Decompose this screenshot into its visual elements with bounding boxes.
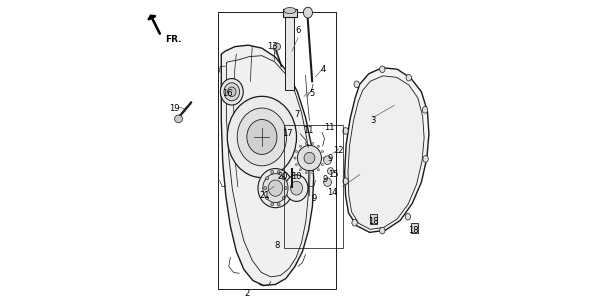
Text: 9: 9 xyxy=(323,175,327,184)
Ellipse shape xyxy=(354,81,359,88)
Ellipse shape xyxy=(277,203,280,206)
Text: 11: 11 xyxy=(324,123,335,132)
Ellipse shape xyxy=(352,219,358,226)
Ellipse shape xyxy=(422,107,428,113)
Ellipse shape xyxy=(266,177,268,180)
Ellipse shape xyxy=(343,178,348,185)
Ellipse shape xyxy=(247,119,277,154)
Ellipse shape xyxy=(379,66,385,73)
Ellipse shape xyxy=(343,128,348,134)
Bar xyxy=(284,125,343,248)
Text: 16: 16 xyxy=(222,89,232,98)
Text: 19: 19 xyxy=(169,104,180,113)
Ellipse shape xyxy=(220,79,243,105)
Text: 5: 5 xyxy=(309,89,314,98)
Ellipse shape xyxy=(323,156,332,164)
Bar xyxy=(283,9,297,17)
Text: 9: 9 xyxy=(328,154,333,163)
Ellipse shape xyxy=(282,177,285,180)
Text: 4: 4 xyxy=(321,65,326,74)
Text: 7: 7 xyxy=(294,110,299,119)
Ellipse shape xyxy=(290,181,303,195)
Ellipse shape xyxy=(266,197,268,200)
Ellipse shape xyxy=(282,197,285,200)
Ellipse shape xyxy=(406,74,411,81)
Ellipse shape xyxy=(277,171,280,174)
Ellipse shape xyxy=(322,163,323,166)
Polygon shape xyxy=(221,45,314,285)
Ellipse shape xyxy=(228,87,236,97)
Ellipse shape xyxy=(237,108,287,166)
Ellipse shape xyxy=(305,172,307,174)
Ellipse shape xyxy=(296,163,297,166)
Text: 18: 18 xyxy=(409,226,419,235)
Ellipse shape xyxy=(423,156,428,162)
Text: 20: 20 xyxy=(278,172,288,181)
Ellipse shape xyxy=(224,83,240,101)
Ellipse shape xyxy=(175,115,182,123)
Polygon shape xyxy=(345,68,429,232)
Ellipse shape xyxy=(268,180,283,196)
Bar xyxy=(218,12,336,289)
Ellipse shape xyxy=(263,174,288,203)
Ellipse shape xyxy=(303,7,313,18)
Ellipse shape xyxy=(317,169,320,171)
Ellipse shape xyxy=(296,150,297,153)
Ellipse shape xyxy=(271,171,274,174)
Text: 10: 10 xyxy=(291,172,301,181)
Text: 9: 9 xyxy=(312,194,317,203)
Ellipse shape xyxy=(271,203,274,206)
Text: 12: 12 xyxy=(333,146,344,155)
Text: 11: 11 xyxy=(303,126,314,135)
Bar xyxy=(371,214,377,224)
Ellipse shape xyxy=(304,152,315,164)
Text: 2: 2 xyxy=(244,289,250,298)
Bar xyxy=(411,223,418,233)
Ellipse shape xyxy=(299,169,301,171)
Bar xyxy=(286,9,294,90)
Ellipse shape xyxy=(258,169,293,208)
Ellipse shape xyxy=(322,150,323,153)
Text: 21: 21 xyxy=(260,191,270,200)
Ellipse shape xyxy=(305,142,307,144)
Text: 3: 3 xyxy=(371,116,376,125)
Ellipse shape xyxy=(323,157,325,159)
Ellipse shape xyxy=(284,8,296,14)
Ellipse shape xyxy=(312,142,314,144)
Ellipse shape xyxy=(264,187,267,190)
Polygon shape xyxy=(348,76,424,229)
Ellipse shape xyxy=(299,145,301,147)
Text: 8: 8 xyxy=(274,241,280,250)
Text: 13: 13 xyxy=(267,42,278,51)
Text: 14: 14 xyxy=(327,188,338,197)
Ellipse shape xyxy=(297,145,322,171)
Text: 18: 18 xyxy=(368,217,379,226)
Ellipse shape xyxy=(294,157,296,159)
Ellipse shape xyxy=(323,178,332,186)
Ellipse shape xyxy=(284,187,287,190)
Ellipse shape xyxy=(227,96,297,178)
Ellipse shape xyxy=(379,227,385,234)
Ellipse shape xyxy=(317,145,320,147)
Ellipse shape xyxy=(312,172,314,174)
Text: FR.: FR. xyxy=(165,35,182,44)
Text: 17: 17 xyxy=(282,129,293,138)
Text: 6: 6 xyxy=(296,26,301,35)
Ellipse shape xyxy=(285,175,308,201)
Ellipse shape xyxy=(405,213,411,220)
Ellipse shape xyxy=(273,43,281,50)
Text: 15: 15 xyxy=(328,170,339,179)
Ellipse shape xyxy=(327,168,333,174)
